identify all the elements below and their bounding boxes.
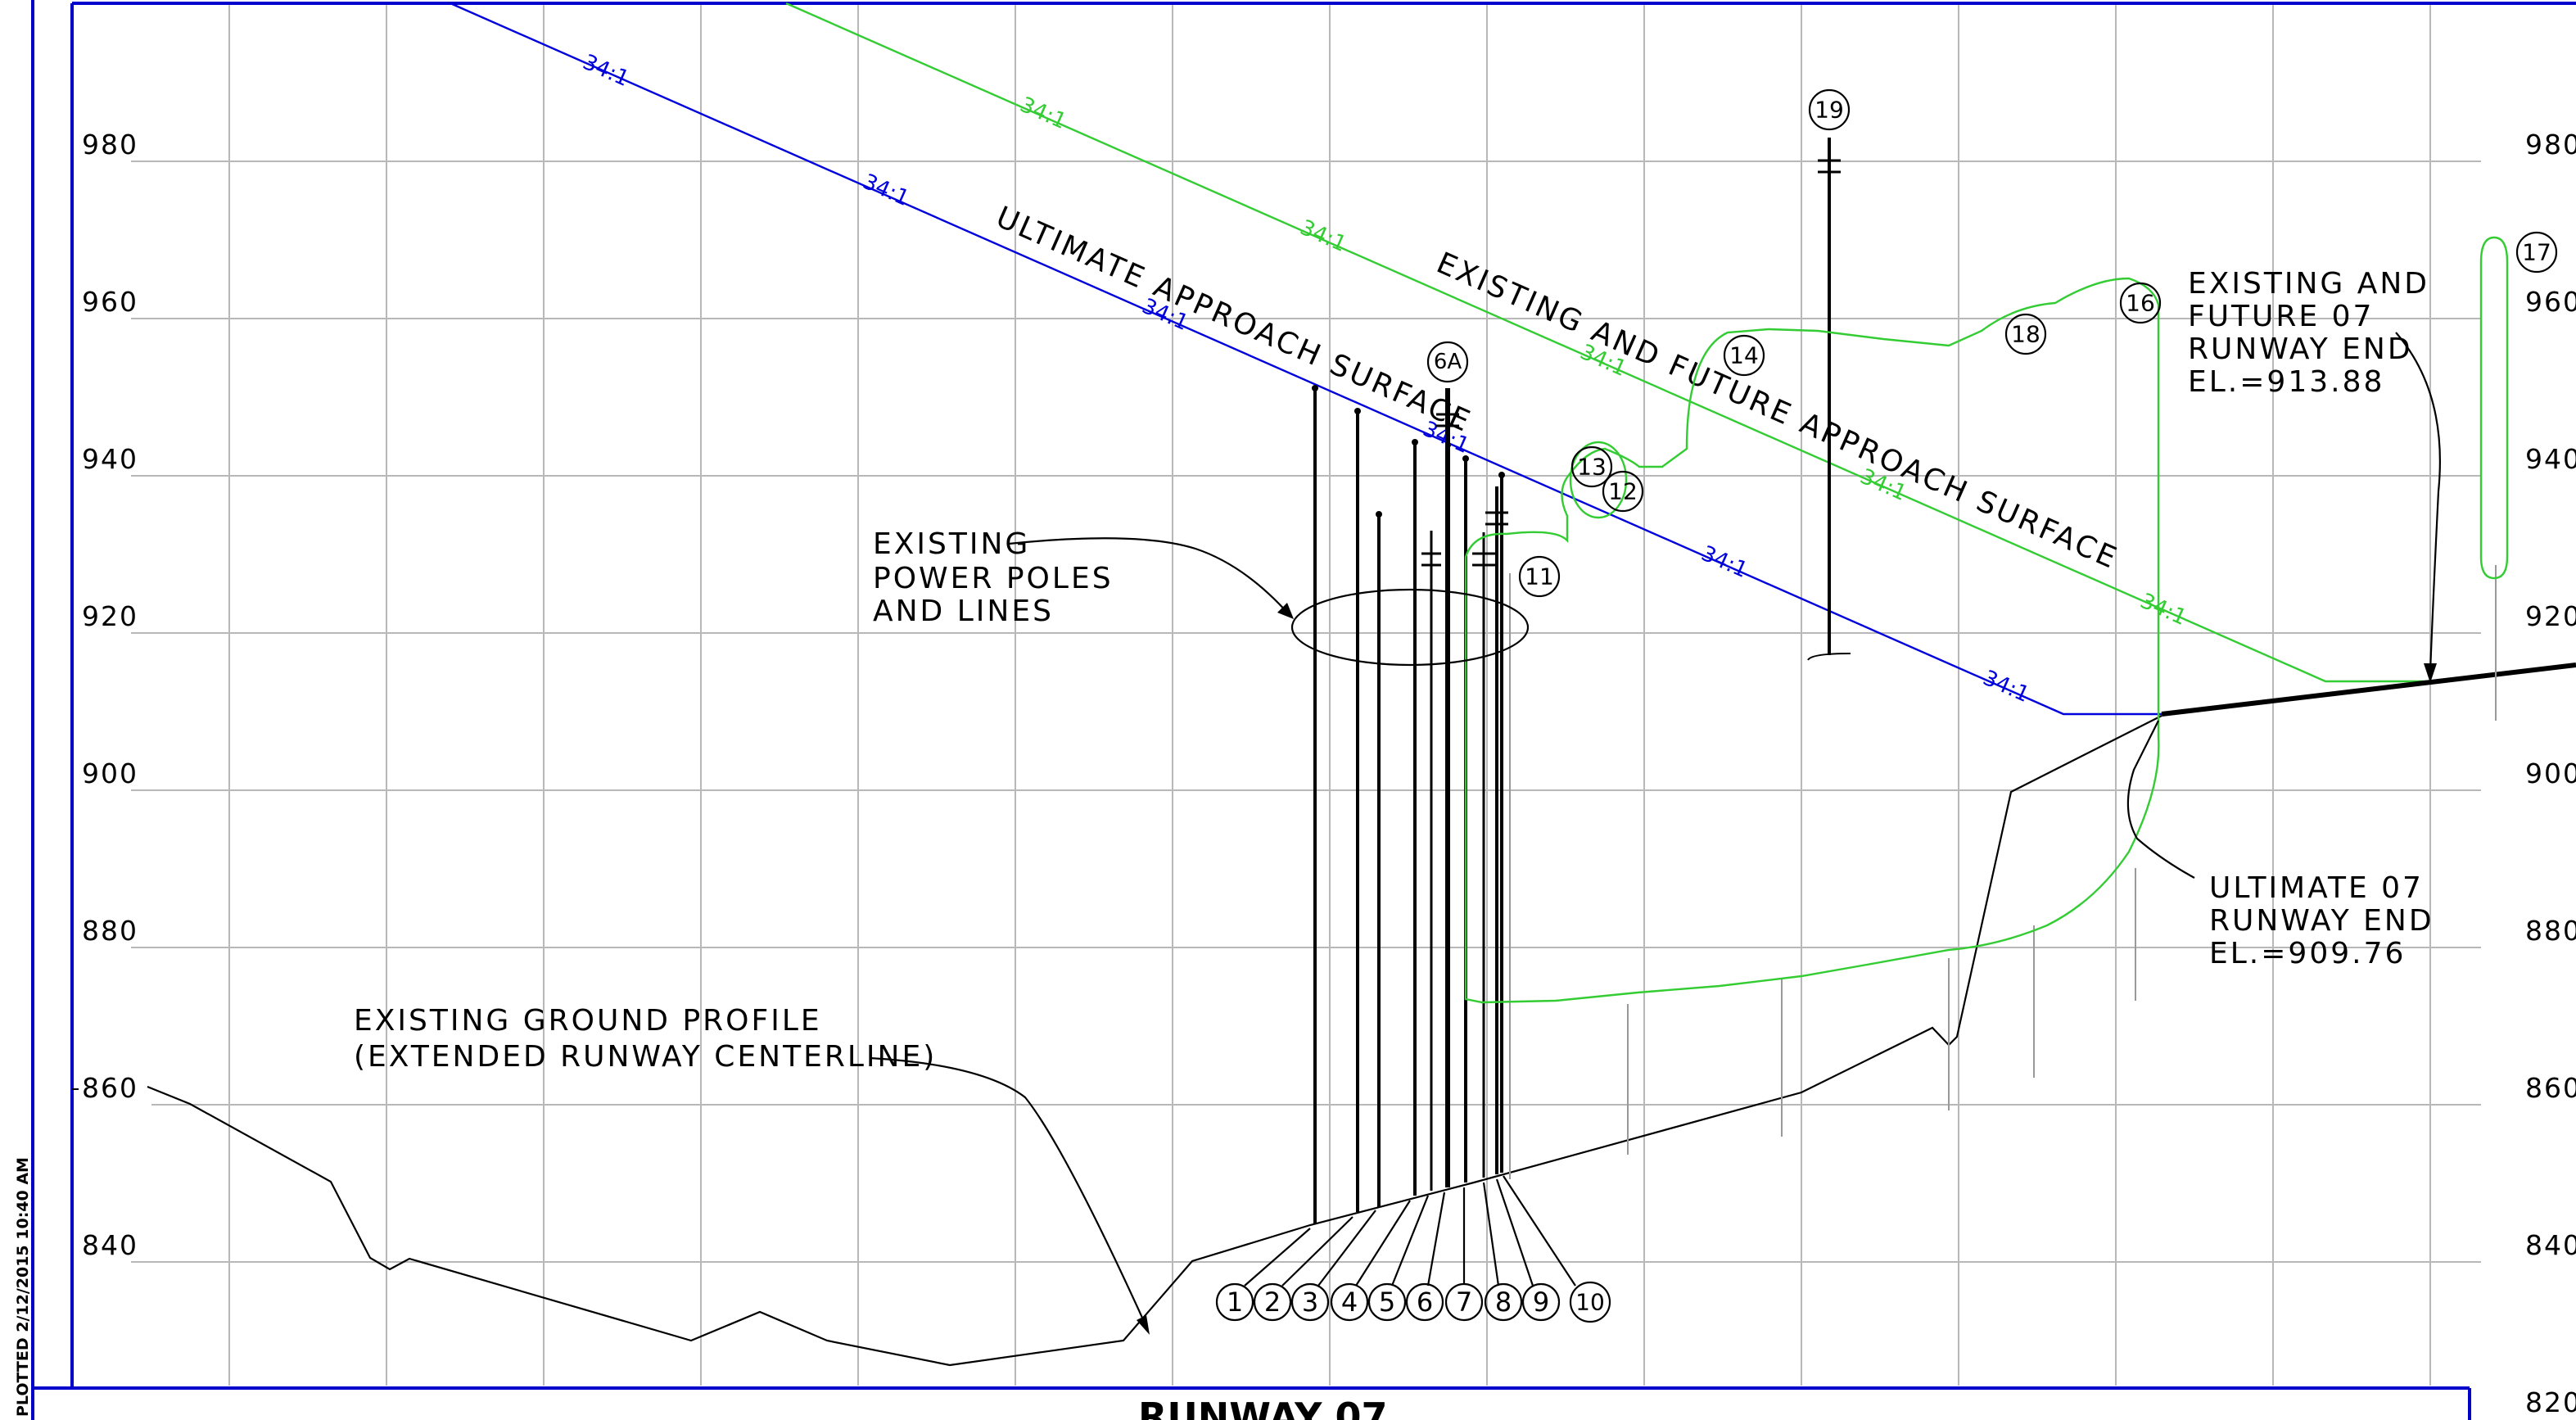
slope-label: 34:1 [1016,93,1070,134]
svg-text:11: 11 [1525,563,1554,590]
callout-5: 5 [1367,1195,1430,1322]
callout-6a: 6A [1426,341,1469,383]
power-poles [1312,385,2497,1223]
left-tick-label: 860 [82,1072,138,1104]
svg-text:1: 1 [1227,1287,1243,1318]
power-poles-label-1: EXISTING [873,527,1030,561]
svg-text:13: 13 [1577,454,1607,481]
right-tick-label: 860 [2525,1072,2576,1104]
svg-text:14: 14 [1729,342,1759,369]
callout-13: 13 [1570,445,1613,488]
right-tick-label: 840 [2525,1229,2576,1261]
callout-19: 19 [1808,88,1851,131]
svg-text:2: 2 [1264,1287,1281,1318]
callout-4: 4 [1330,1200,1411,1322]
obstruction-clouds [1464,236,2509,1004]
left-tick-label: 980 [82,129,138,161]
slope-label: 34:1 [2136,589,2190,631]
callout-17: 17 [2515,231,2558,274]
callout-10: 10 [1503,1175,1611,1323]
existing-runway-end-label-1: EXISTING AND [2188,267,2429,301]
callout-7: 7 [1444,1187,1484,1322]
left-tick-label: 900 [82,757,138,789]
obstruction-callouts: 1 2 3 4 5 6 7 8 9 10 6A 11 12 13 14 16 1… [1215,88,2558,1323]
right-tick-label: 920 [2525,600,2576,632]
callout-9: 9 [1495,1178,1561,1322]
left-tick-label: 940 [82,443,138,475]
svg-text:8: 8 [1495,1287,1512,1318]
right-tick-label: 940 [2525,443,2576,475]
svg-text:4: 4 [1341,1287,1358,1318]
left-tick-label: 840 [82,1229,138,1261]
sheet-border [31,0,2576,1420]
slope-label: 34:1 [579,50,633,92]
svg-text:6: 6 [1417,1287,1433,1318]
callout-12: 12 [1602,470,1644,513]
callout-8: 8 [1482,1182,1523,1322]
svg-text:5: 5 [1379,1287,1395,1318]
svg-text:18: 18 [2011,321,2040,348]
svg-text:9: 9 [1533,1287,1549,1318]
right-tick-label: 820 [2525,1386,2576,1418]
plotted-stamp: PLOTTED 2/12/2015 10:40 AM [14,1157,32,1417]
existing-surface-label: EXISTING AND FUTURE APPROACH SURFACE [1431,246,2123,577]
runway-title: RUNWAY 07 [1138,1395,1387,1420]
ground-profile-label-1: EXISTING GROUND PROFILE [354,1004,822,1038]
right-axis-labels: 980 960 940 920 900 880 860 840 820 [2525,129,2576,1418]
right-tick-label: 980 [2525,129,2576,161]
svg-text:3: 3 [1302,1287,1318,1318]
slope-label: 34:1 [1697,541,1751,583]
power-poles-leader [1008,537,1290,615]
svg-text:12: 12 [1608,478,1638,505]
slope-label: 34:1 [1979,666,2033,708]
callout-2: 2 [1253,1216,1354,1322]
power-poles-ellipse [1290,588,1530,667]
grid-lines [131,3,2481,1386]
callout-14: 14 [1723,334,1765,377]
callout-6: 6 [1405,1192,1446,1322]
svg-text:16: 16 [2126,290,2155,317]
callout-1: 1 [1215,1228,1311,1322]
ground-profile-label-2: (EXTENDED RUNWAY CENTERLINE) [354,1040,937,1074]
power-poles-label-2: POWER POLES [873,562,1114,595]
left-tick-label: 880 [82,915,138,947]
svg-text:7: 7 [1456,1287,1472,1318]
callout-18: 18 [2004,313,2047,355]
power-poles-label-3: AND LINES [873,595,1054,628]
slope-label: 34:1 [859,170,913,211]
callout-3: 3 [1290,1210,1376,1322]
left-tick-label: 920 [82,600,138,632]
right-tick-label: 900 [2525,757,2576,789]
existing-runway-end-leader [2395,332,2441,672]
ground-profile-leader [869,1056,1148,1327]
svg-text:19: 19 [1814,97,1844,124]
runway-grade-line [2161,663,2576,717]
right-tick-label: 960 [2525,286,2576,318]
left-tick-label: 960 [82,286,138,318]
left-axis-labels: 980 960 940 920 900 880 860 840 [72,129,138,1261]
right-tick-label: 880 [2525,915,2576,947]
existing-runway-end-label-3: RUNWAY END [2188,332,2413,366]
existing-runway-end-label-4: EL.=913.88 [2188,365,2384,399]
ultimate-runway-end-label-3: EL.=909.76 [2209,937,2406,970]
existing-runway-end-label-2: FUTURE 07 [2188,300,2374,333]
ground-profile [147,715,2162,1367]
tower-19 [1807,138,1851,661]
ultimate-surface-label: ULTIMATE APPROACH SURFACE [991,201,1476,440]
ultimate-runway-end-label-2: RUNWAY END [2209,904,2434,938]
slope-label: 34:1 [1296,215,1350,257]
ultimate-runway-end-label-1: ULTIMATE 07 [2209,871,2424,905]
svg-text:10: 10 [1575,1289,1605,1316]
svg-text:17: 17 [2522,239,2551,266]
svg-text:6A: 6A [1434,350,1462,374]
ultimate-runway-end-leader [2126,720,2195,879]
callout-16: 16 [2119,282,2162,324]
callout-11: 11 [1518,555,1561,598]
